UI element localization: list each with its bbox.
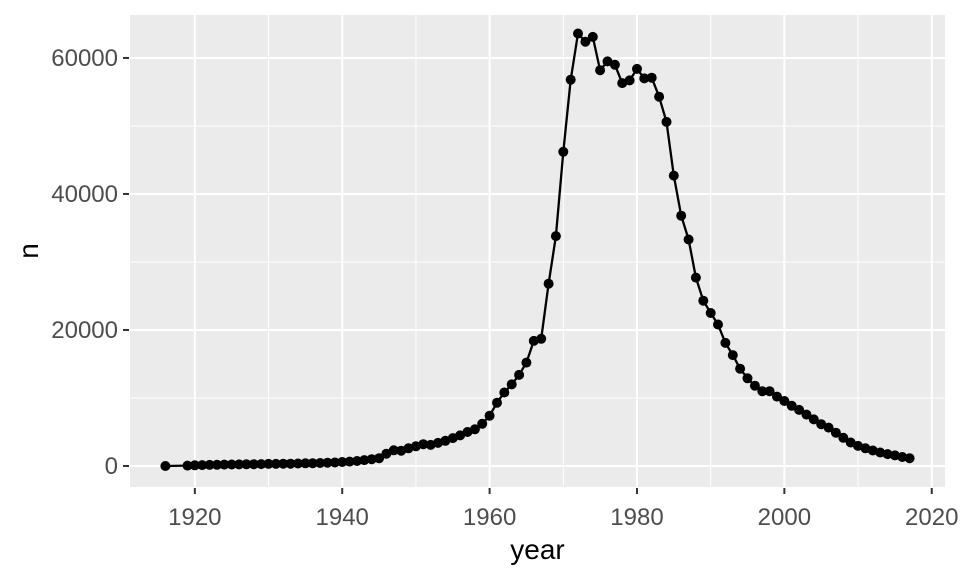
- data-point: [749, 380, 760, 391]
- data-point: [521, 357, 532, 368]
- data-point: [514, 369, 525, 380]
- y-tick-label: 0: [105, 453, 118, 480]
- data-point: [595, 65, 606, 76]
- data-point: [550, 231, 561, 242]
- data-point: [801, 409, 812, 420]
- data-point: [307, 458, 318, 469]
- data-point: [300, 458, 311, 469]
- data-point: [506, 379, 517, 390]
- data-point: [256, 459, 267, 470]
- data-point: [352, 456, 362, 466]
- data-point: [322, 457, 333, 468]
- x-tick-label: 2000: [758, 504, 811, 531]
- data-point: [786, 400, 797, 411]
- data-point: [764, 386, 775, 397]
- data-point: [573, 28, 583, 39]
- data-point: [580, 36, 591, 47]
- data-point: [654, 91, 665, 102]
- data-point: [329, 457, 340, 468]
- data-point: [182, 460, 193, 471]
- data-point: [374, 453, 385, 464]
- data-point: [808, 414, 819, 425]
- x-tick-label: 1960: [463, 504, 516, 531]
- data-point: [484, 410, 495, 421]
- data-point: [226, 459, 237, 470]
- data-point: [359, 455, 370, 466]
- data-point: [543, 278, 554, 289]
- plot-panel: [130, 15, 945, 487]
- x-tick-label: 2020: [905, 504, 958, 531]
- data-point: [838, 432, 849, 443]
- data-point: [904, 453, 915, 464]
- data-point: [492, 397, 502, 408]
- data-point: [219, 459, 230, 470]
- data-point: [337, 457, 348, 467]
- data-point: [698, 295, 709, 306]
- data-point: [690, 272, 701, 283]
- data-point: [609, 59, 620, 70]
- data-point: [270, 458, 281, 469]
- data-point: [212, 459, 222, 470]
- data-point: [293, 458, 303, 469]
- data-point: [772, 391, 782, 402]
- data-point: [160, 461, 171, 471]
- x-tick-label: 1920: [168, 504, 221, 531]
- data-point: [624, 75, 635, 86]
- data-point: [794, 404, 805, 415]
- data-point: [705, 308, 716, 318]
- data-point: [477, 418, 488, 429]
- data-point: [285, 458, 296, 469]
- data-point: [823, 422, 834, 433]
- data-point: [418, 439, 429, 450]
- data-point: [668, 170, 679, 181]
- y-axis-title: n: [13, 243, 44, 259]
- data-point: [830, 427, 841, 438]
- y-tick-label: 40000: [51, 181, 118, 208]
- data-point: [315, 458, 326, 468]
- x-tick-label: 1980: [610, 504, 663, 531]
- data-point: [565, 74, 576, 85]
- data-point: [499, 387, 510, 398]
- data-point: [779, 396, 790, 406]
- data-point: [742, 373, 753, 384]
- y-tick-label: 20000: [51, 317, 118, 344]
- data-point: [757, 386, 768, 397]
- data-point: [735, 363, 746, 374]
- data-point: [720, 337, 731, 348]
- data-point: [234, 459, 245, 470]
- data-point: [366, 454, 377, 465]
- data-point: [882, 449, 893, 460]
- data-point: [263, 458, 274, 469]
- data-point: [197, 460, 208, 471]
- data-point: [632, 63, 642, 74]
- data-point: [676, 210, 687, 221]
- data-point: [189, 460, 200, 471]
- data-point: [241, 459, 252, 470]
- data-point: [639, 73, 650, 84]
- data-point: [248, 459, 259, 470]
- y-tick-label: 60000: [51, 45, 118, 72]
- data-point: [558, 146, 569, 157]
- data-point: [469, 424, 480, 435]
- data-point: [713, 319, 723, 330]
- data-point: [204, 459, 215, 470]
- data-point: [536, 333, 547, 344]
- data-point: [344, 456, 355, 467]
- data-point: [587, 31, 598, 42]
- x-axis-title: year: [510, 534, 564, 565]
- data-point: [278, 458, 289, 469]
- x-tick-label: 1940: [316, 504, 369, 531]
- data-point: [727, 350, 738, 361]
- data-point: [388, 445, 399, 456]
- data-point: [661, 116, 672, 127]
- data-point: [646, 72, 657, 83]
- data-point: [683, 234, 694, 245]
